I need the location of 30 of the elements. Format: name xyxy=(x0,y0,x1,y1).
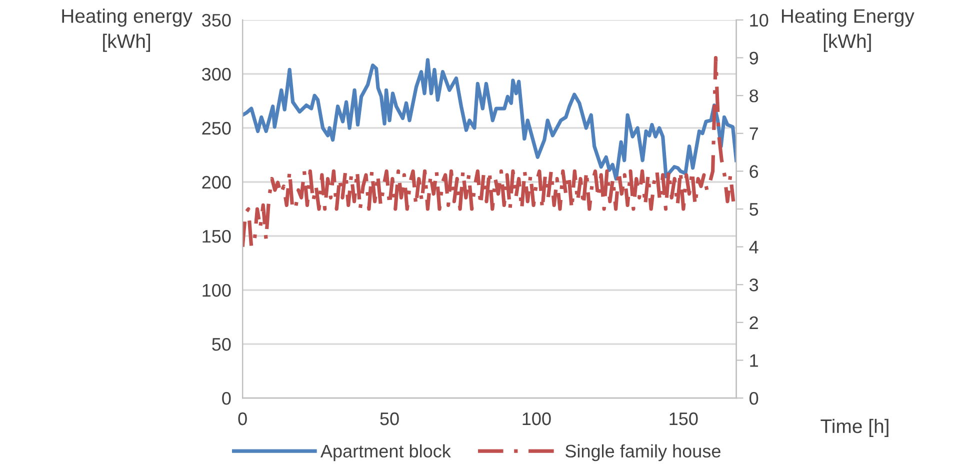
x-tick-label: 150 xyxy=(670,412,698,426)
y2-tick-label: 2 xyxy=(750,316,758,329)
x-tick-label: 0 xyxy=(238,412,247,426)
x-tick-label: 100 xyxy=(522,412,551,426)
y-axis-title: Heating energy [kWh] xyxy=(62,8,192,52)
y2-tick-label: 0 xyxy=(750,392,758,405)
y2-axis-title: Heating Energy [kWh] xyxy=(782,8,914,52)
legend-label: Single family house xyxy=(565,444,720,462)
y-tick-label: 200 xyxy=(202,176,231,189)
y-tick-label: 300 xyxy=(202,68,231,81)
y2-tick-label: 7 xyxy=(750,128,758,140)
y-tick-label: 50 xyxy=(212,338,231,351)
y2-tick-label: 10 xyxy=(750,14,768,27)
x-axis-title: Time [h] xyxy=(820,418,888,437)
y2-tick-label: 6 xyxy=(750,165,758,178)
x-tick-label: 50 xyxy=(380,412,399,426)
legend-label: Apartment block xyxy=(320,444,451,462)
y2-tick-label: 5 xyxy=(750,203,758,216)
line-series xyxy=(242,58,736,181)
y2-tick-label: 1 xyxy=(750,354,758,367)
y2-tick-label: 9 xyxy=(750,52,758,64)
y-tick-label: 100 xyxy=(202,284,231,297)
y2-tick-label: 3 xyxy=(749,278,758,292)
y-tick-label: 250 xyxy=(202,122,231,135)
y-tick-label: 350 xyxy=(202,14,231,27)
line-series xyxy=(242,56,736,249)
y-tick-label: 150 xyxy=(202,230,231,243)
y2-tick-label: 8 xyxy=(750,90,758,102)
y-tick-label: 0 xyxy=(222,392,231,405)
y2-tick-label: 4 xyxy=(749,240,758,254)
